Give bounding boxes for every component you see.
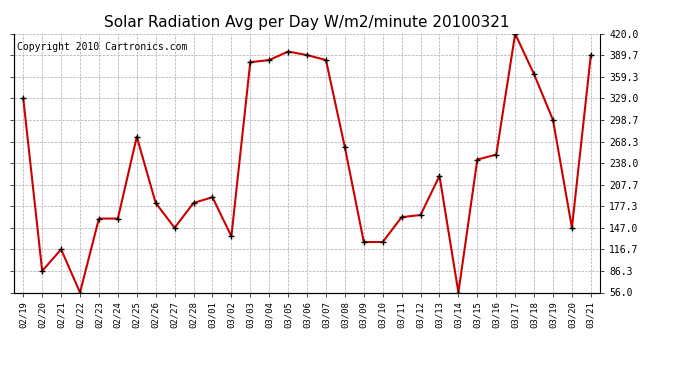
Title: Solar Radiation Avg per Day W/m2/minute 20100321: Solar Radiation Avg per Day W/m2/minute …: [104, 15, 510, 30]
Text: Copyright 2010 Cartronics.com: Copyright 2010 Cartronics.com: [17, 42, 187, 51]
